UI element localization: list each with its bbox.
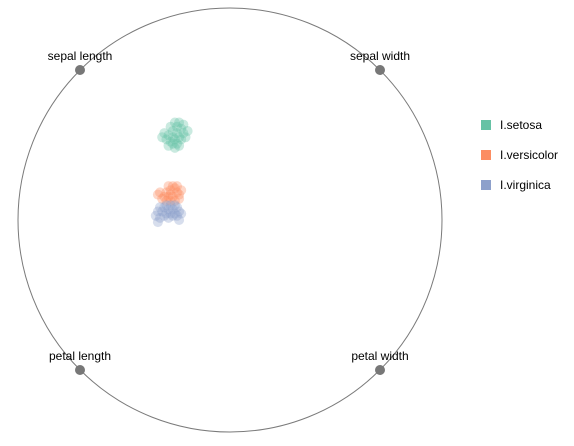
anchor-label-sepal-length: sepal length	[48, 49, 113, 63]
point-virginica-18	[161, 200, 172, 211]
point-virginica-10	[152, 206, 163, 217]
point-setosa-21	[174, 140, 185, 151]
point-virginica-11	[155, 212, 165, 223]
point-setosa-22	[167, 132, 178, 143]
point-setosa-5	[174, 132, 185, 143]
point-virginica-4	[172, 202, 182, 213]
point-virginica-9	[157, 206, 168, 217]
point-setosa-23	[172, 128, 182, 139]
point-versicolor-14	[167, 181, 178, 192]
point-versicolor-7	[159, 191, 170, 202]
point-setosa-16	[169, 117, 180, 128]
legend-item-virginica[interactable]: I.virginica	[481, 178, 551, 192]
point-setosa-15	[178, 119, 189, 130]
point-versicolor-17	[176, 185, 187, 196]
legend-swatch-versicolor	[481, 150, 491, 160]
anchor-handle-sepal-width[interactable]	[375, 65, 385, 75]
point-versicolor-15	[163, 181, 174, 192]
point-setosa-8	[161, 134, 172, 145]
point-virginica-15	[172, 210, 182, 221]
point-virginica-7	[165, 208, 176, 219]
point-versicolor-10	[169, 195, 180, 206]
point-versicolor-18	[152, 189, 163, 200]
point-virginica-8	[161, 208, 172, 219]
point-setosa-13	[180, 132, 191, 143]
point-versicolor-6	[163, 191, 174, 202]
point-virginica-1	[159, 202, 170, 213]
point-virginica-12	[159, 210, 170, 221]
point-setosa-7	[165, 136, 176, 147]
point-setosa-1	[167, 126, 178, 136]
point-versicolor-1	[165, 185, 176, 196]
point-setosa-4	[178, 128, 189, 139]
anchor-label-petal-width: petal width	[351, 349, 408, 363]
anchor-label-sepal-width: sepal width	[350, 49, 410, 63]
point-setosa-6	[169, 134, 180, 145]
legend-item-versicolor[interactable]: I.versicolor	[481, 148, 558, 162]
point-setosa-18	[157, 132, 168, 143]
point-setosa-0	[163, 130, 174, 141]
legend-label-setosa: I.setosa	[500, 118, 542, 132]
point-versicolor-3	[172, 187, 182, 198]
point-setosa-11	[172, 138, 182, 149]
legend-item-setosa[interactable]: I.setosa	[481, 118, 542, 132]
radviz-circle	[17, 7, 443, 433]
anchor-sepal-width[interactable]: sepal width	[350, 49, 410, 75]
point-virginica-22	[152, 217, 163, 228]
point-versicolor-13	[157, 193, 168, 204]
point-versicolor-0	[161, 187, 172, 198]
point-virginica-3	[167, 204, 178, 215]
point-setosa-17	[165, 121, 176, 132]
point-versicolor-12	[161, 195, 172, 206]
anchor-label-petal-length: petal length	[49, 349, 111, 363]
point-versicolor-2	[169, 183, 180, 194]
point-setosa-20	[169, 142, 180, 153]
point-versicolor-4	[174, 189, 185, 200]
point-virginica-6	[169, 208, 180, 219]
legend-label-virginica: I.virginica	[500, 178, 551, 192]
point-setosa-12	[176, 134, 187, 145]
legend-swatch-setosa	[481, 120, 491, 130]
point-virginica-16	[176, 208, 187, 219]
point-setosa-9	[159, 128, 170, 139]
point-virginica-21	[174, 215, 185, 225]
anchor-petal-width[interactable]: petal width	[351, 349, 409, 375]
point-setosa-24	[174, 117, 185, 128]
legend-swatch-virginica	[481, 180, 491, 190]
point-versicolor-5	[167, 191, 178, 202]
point-setosa-3	[176, 123, 187, 134]
point-virginica-0	[155, 202, 165, 213]
points-layer	[150, 117, 193, 228]
point-versicolor-16	[172, 181, 182, 192]
point-versicolor-8	[155, 187, 165, 198]
legend-label-versicolor: I.versicolor	[500, 148, 558, 162]
point-virginica-5	[174, 206, 185, 217]
point-setosa-19	[163, 140, 174, 151]
legend: I.setosa I.versicolor I.virginica	[481, 118, 558, 192]
anchor-petal-length[interactable]: petal length	[49, 349, 111, 375]
point-virginica-14	[167, 210, 178, 221]
point-setosa-14	[182, 126, 193, 136]
anchor-handle-petal-width[interactable]	[375, 365, 385, 375]
point-virginica-2	[163, 204, 174, 215]
anchor-handle-petal-length[interactable]	[75, 365, 85, 375]
point-virginica-19	[169, 200, 180, 211]
anchor-handle-sepal-length[interactable]	[75, 65, 85, 75]
point-versicolor-11	[174, 193, 185, 204]
point-virginica-17	[165, 200, 176, 211]
point-setosa-2	[172, 121, 182, 132]
point-versicolor-9	[165, 195, 176, 206]
point-virginica-13	[163, 212, 174, 223]
point-setosa-10	[167, 138, 178, 149]
point-virginica-20	[150, 210, 161, 221]
anchors-layer: sepal length sepal width petal length pe…	[48, 49, 410, 375]
point-versicolor-19	[165, 189, 176, 200]
anchor-sepal-length[interactable]: sepal length	[48, 49, 113, 75]
